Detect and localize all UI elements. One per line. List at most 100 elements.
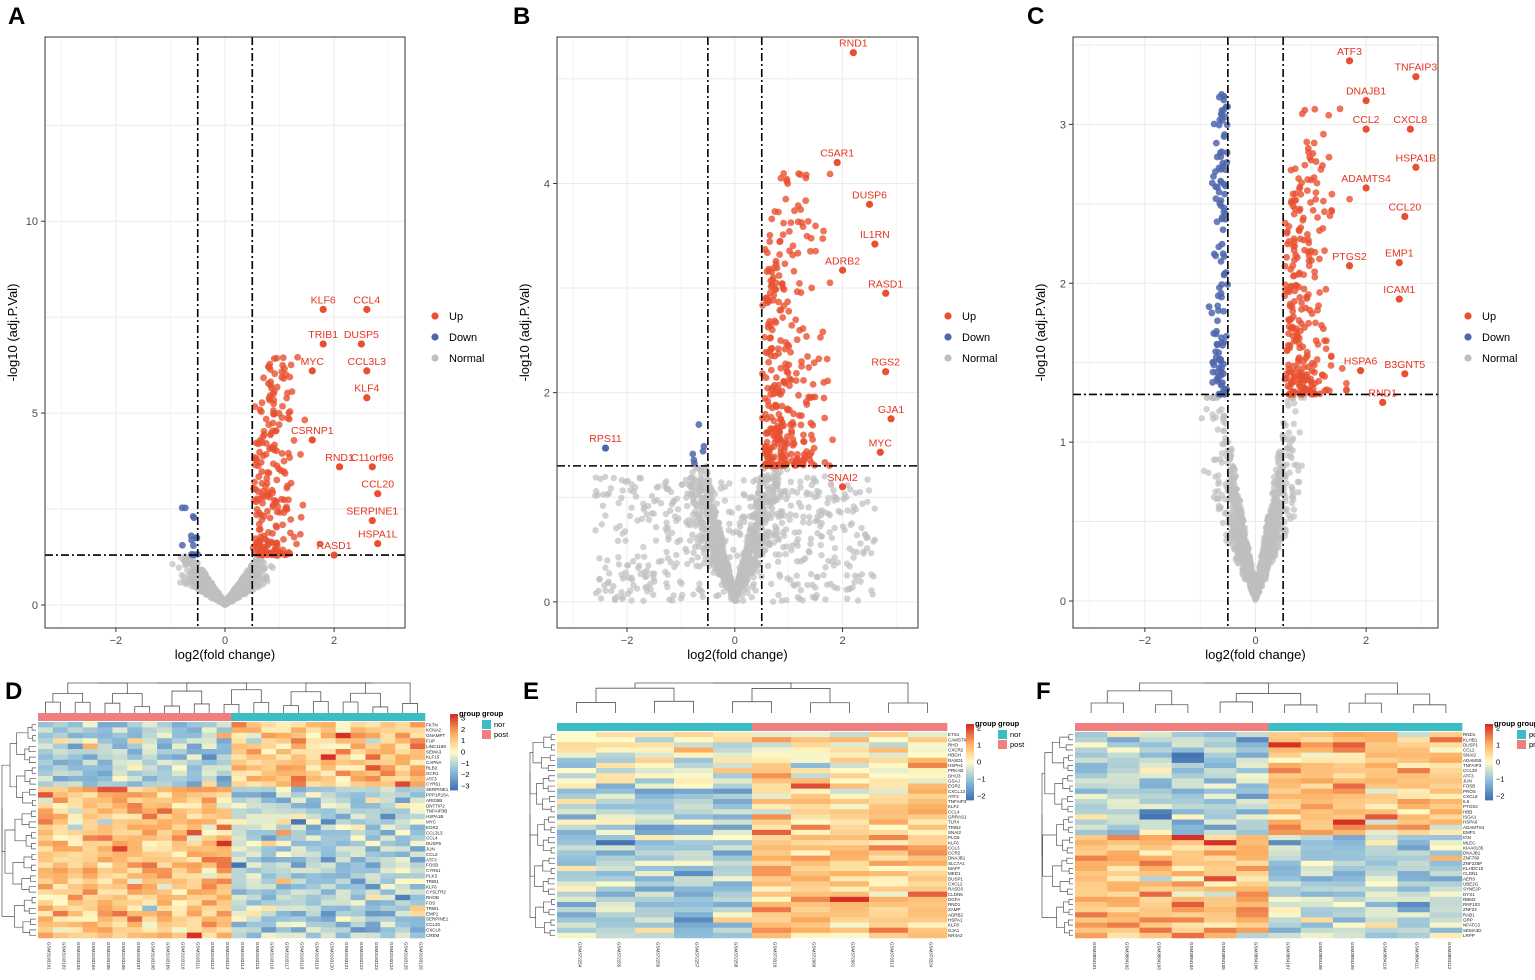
up-point [1318, 322, 1325, 329]
up-point [1316, 255, 1323, 263]
points-layer [169, 353, 324, 608]
normal-point [691, 543, 699, 551]
normal-point [255, 566, 263, 573]
down-point [1213, 327, 1220, 335]
normal-point [1283, 479, 1290, 487]
normal-point [673, 560, 680, 567]
normal-point [858, 524, 865, 532]
normal-point [787, 478, 795, 486]
up-point [775, 298, 783, 306]
up-point [1291, 374, 1298, 381]
normal-point [1238, 515, 1245, 522]
normal-point [768, 499, 776, 507]
up-point [826, 170, 834, 178]
normal-point [806, 519, 813, 526]
normal-point [1291, 461, 1298, 468]
up-point [800, 438, 808, 446]
normal-point [747, 521, 755, 529]
up-point [776, 428, 784, 436]
up-point [800, 376, 807, 384]
normal-point [662, 483, 669, 491]
gene-label-trib1: TRIB1 [308, 329, 338, 341]
normal-point [634, 553, 641, 560]
normal-point [713, 520, 720, 527]
normal-point [1263, 564, 1271, 571]
up-point [1318, 371, 1326, 379]
gene-label-myc: MYC [301, 356, 325, 368]
gene-label-csrnp1: CSRNP1 [291, 425, 334, 437]
y-axis-title: -log10 (adj.P.Val) [5, 284, 20, 382]
up-point [1321, 247, 1328, 255]
up-point [784, 369, 792, 377]
up-point [1305, 252, 1313, 259]
normal-point [843, 572, 851, 579]
normal-point [696, 580, 703, 588]
normal-point [843, 586, 850, 593]
normal-point [764, 477, 771, 484]
normal-point [720, 588, 728, 595]
up-point [793, 369, 800, 377]
up-point [266, 360, 274, 368]
gene-point-rasd1 [882, 289, 890, 297]
up-point [1311, 105, 1319, 113]
normal-point [826, 529, 833, 536]
normal-point [740, 477, 747, 484]
normal-point [797, 586, 805, 594]
up-point [778, 280, 786, 287]
volcano-plot-b: RND1C5AR1DUSP6IL1RNADRB2RASD1RGS2GJA1MYC… [517, 36, 997, 662]
x-tick-label: 2 [840, 635, 846, 647]
normal-point [1233, 544, 1241, 552]
normal-point [688, 556, 696, 564]
normal-point [772, 523, 779, 530]
up-point [775, 272, 783, 279]
gene-label-myc: MYC [869, 437, 893, 449]
normal-point [663, 548, 670, 556]
normal-point [608, 587, 615, 595]
up-point [283, 394, 291, 402]
up-point [1301, 106, 1309, 114]
up-point [1327, 362, 1335, 369]
normal-point [244, 571, 251, 578]
up-point [1328, 190, 1336, 198]
normal-point [871, 536, 879, 543]
normal-point [626, 512, 634, 520]
normal-point [844, 507, 851, 514]
gene-point-dusp5 [357, 340, 365, 348]
normal-point [665, 536, 672, 543]
up-point [811, 393, 819, 401]
normal-point [689, 499, 697, 507]
up-point [1301, 161, 1309, 169]
normal-point [662, 510, 670, 518]
y-tick-label: 2 [544, 388, 550, 400]
legend-label-up: Up [962, 311, 976, 323]
up-point [1316, 227, 1323, 234]
normal-point [630, 581, 637, 589]
normal-point [734, 552, 741, 559]
up-point [1326, 212, 1334, 220]
gene-label-gja1: GJA1 [878, 404, 904, 416]
gene-label-rasd1: RASD1 [868, 278, 903, 290]
normal-point [830, 497, 838, 504]
up-point [768, 352, 775, 360]
up-point [1289, 272, 1297, 280]
normal-point [1296, 429, 1303, 436]
down-point [192, 534, 200, 542]
normal-point [1215, 495, 1223, 502]
up-point [1296, 205, 1304, 213]
normal-point [683, 494, 690, 501]
gene-label-klf4: KLF4 [354, 383, 379, 395]
normal-point [807, 535, 815, 542]
up-point [282, 505, 290, 512]
normal-point [620, 575, 627, 582]
normal-point [840, 495, 847, 503]
normal-point [789, 542, 796, 549]
y-axis-title: -log10 (adj.P.Val) [517, 284, 532, 382]
gene-label-c11orf96: C11orf96 [351, 452, 394, 464]
normal-point [1270, 501, 1278, 508]
gene-point-csrnp1 [308, 436, 316, 444]
normal-point [1270, 511, 1278, 518]
up-point [762, 348, 770, 356]
normal-point [615, 554, 622, 561]
normal-point [652, 524, 660, 531]
up-point [280, 535, 287, 543]
